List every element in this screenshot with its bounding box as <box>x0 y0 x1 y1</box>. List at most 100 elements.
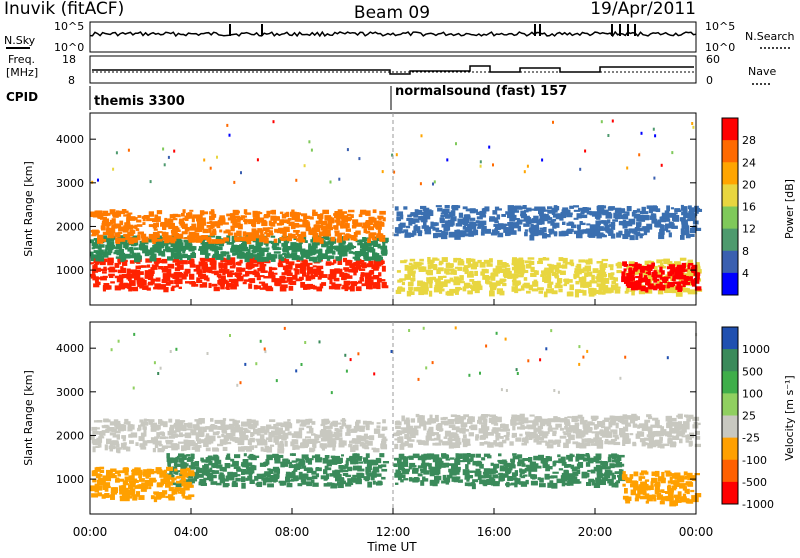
velocity-panel-cell <box>455 421 459 425</box>
velocity-panel-cell <box>129 480 135 483</box>
power-panel-speck <box>691 122 693 125</box>
velocity-panel-cell <box>515 437 521 441</box>
power-panel-colorbar-segment <box>722 140 738 163</box>
power-panel-cell <box>432 228 439 231</box>
power-panel-cell <box>301 283 305 287</box>
velocity-panel-cell <box>184 462 187 466</box>
power-panel-cell <box>497 233 503 238</box>
power-panel-cell <box>200 250 205 255</box>
power-panel-cell <box>210 247 214 251</box>
power-panel-cell <box>141 234 146 239</box>
velocity-panel-cell <box>578 430 585 435</box>
velocity-panel-cell <box>411 431 417 435</box>
power-panel-cell <box>486 263 492 267</box>
power-panel-cell <box>123 225 129 230</box>
power-panel-cell <box>119 221 123 226</box>
velocity-panel-cell <box>126 447 130 452</box>
power-panel-cell <box>274 229 279 233</box>
velocity-panel-cell <box>158 419 162 424</box>
power-panel-cell <box>162 232 169 236</box>
velocity-panel-cell <box>289 464 294 468</box>
power-panel-speck <box>203 159 205 162</box>
velocity-panel-cell <box>156 492 163 497</box>
power-panel-cell <box>115 238 118 244</box>
power-panel-cell <box>659 267 662 273</box>
velocity-panel-cell <box>481 480 486 483</box>
power-panel-cell <box>344 269 351 271</box>
power-panel-speck <box>396 153 398 156</box>
power-panel-cell <box>674 208 680 211</box>
velocity-panel-cell <box>498 453 501 456</box>
power-panel-cell <box>280 212 283 214</box>
velocity-panel-cell <box>352 475 357 477</box>
power-panel-cell <box>484 206 489 211</box>
power-panel-cell <box>508 229 514 233</box>
velocity-panel-cell <box>123 483 129 485</box>
power-panel-speck <box>671 151 673 154</box>
power-panel-cell <box>545 275 551 280</box>
velocity-panel-cell <box>604 441 608 444</box>
velocity-panel-cell <box>155 441 162 445</box>
power-panel-cell <box>286 265 293 270</box>
freq-tick-top: 18 <box>62 53 76 66</box>
power-panel-cell <box>634 264 640 270</box>
velocity-panel-cell <box>261 435 265 439</box>
velocity-panel-cell <box>540 424 543 429</box>
power-panel-cell <box>577 264 582 269</box>
power-panel-cell <box>130 226 136 229</box>
velocity-panel-cell <box>377 422 381 424</box>
power-panel-colorbar-tick: 20 <box>742 178 756 191</box>
power-panel-cell <box>152 218 156 222</box>
power-panel-cell <box>271 236 275 238</box>
velocity-panel-cell <box>188 423 193 429</box>
power-panel-cell <box>234 222 241 228</box>
velocity-panel-cell <box>672 422 679 427</box>
velocity-panel-cell <box>311 421 315 425</box>
velocity-panel-cell <box>226 433 232 436</box>
power-panel-cell <box>311 252 315 255</box>
power-panel-cell <box>212 231 217 236</box>
power-panel-cell <box>200 274 206 279</box>
velocity-panel-cell <box>349 441 355 444</box>
velocity-panel-cell <box>275 424 279 427</box>
velocity-panel-cell <box>349 457 355 461</box>
power-panel-cell <box>483 269 488 273</box>
velocity-panel-cell <box>169 427 174 432</box>
power-panel-speck <box>446 158 448 161</box>
power-panel-cell <box>316 287 322 292</box>
velocity-panel-cell <box>95 487 99 492</box>
velocity-panel-cell <box>512 426 515 431</box>
power-panel-cell <box>539 291 544 294</box>
velocity-panel-cell <box>499 442 504 448</box>
power-panel-cell <box>298 248 301 252</box>
power-panel-cell <box>284 213 289 218</box>
velocity-panel-cell <box>137 428 140 431</box>
power-panel-cell <box>544 292 548 298</box>
power-panel-cell <box>243 282 247 284</box>
power-panel-cell <box>654 279 660 281</box>
power-panel-cell <box>247 253 253 259</box>
power-panel-speck <box>455 142 457 145</box>
velocity-panel-cell <box>362 445 366 449</box>
power-panel-cell <box>464 220 468 226</box>
power-panel-cell <box>312 210 316 216</box>
velocity-panel-cell <box>117 474 121 477</box>
velocity-panel-cell <box>472 479 478 482</box>
velocity-panel-cell <box>551 475 558 478</box>
power-panel-cell <box>629 228 633 232</box>
velocity-panel-cell <box>599 430 606 434</box>
velocity-panel-cell <box>214 457 219 460</box>
power-panel-cell <box>378 272 381 276</box>
power-panel-cell <box>199 246 205 248</box>
power-panel-cell <box>249 233 255 239</box>
velocity-panel-cell <box>333 434 337 437</box>
velocity-panel-cell <box>131 432 137 437</box>
nave-label: Nave <box>748 65 776 78</box>
velocity-panel-cell <box>185 496 191 500</box>
power-panel-cell <box>274 251 281 253</box>
power-panel-colorbar-label: Power [dB] <box>783 179 796 239</box>
velocity-panel-cell <box>366 426 370 430</box>
velocity-panel-cell <box>376 425 380 428</box>
velocity-panel-cell <box>484 414 490 416</box>
velocity-panel-cell <box>330 423 333 429</box>
